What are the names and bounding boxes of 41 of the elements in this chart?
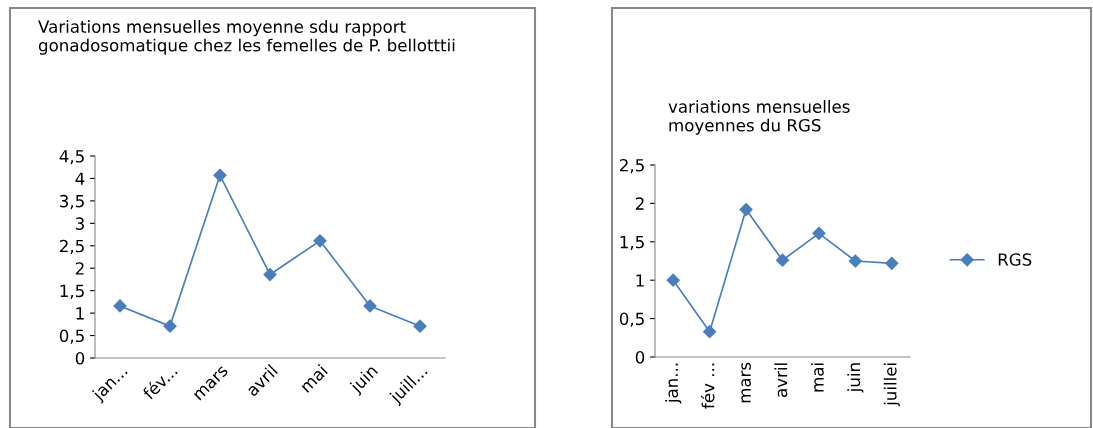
y-tick-label: 4	[75, 172, 85, 185]
point	[263, 267, 277, 282]
point	[812, 226, 826, 240]
x-tick-label: juin	[847, 363, 864, 393]
y-tick-label: 3	[75, 217, 84, 230]
x-tick-label: fév...	[141, 363, 178, 401]
point	[885, 256, 899, 270]
point	[163, 319, 177, 333]
x-tick-label: jan...	[665, 363, 682, 404]
x-tick-label: fév ...	[700, 363, 715, 409]
y-tick-label: 1,5	[620, 235, 644, 251]
y-tick-label: 2	[635, 197, 644, 210]
y-tick-label: 0,5	[619, 312, 644, 327]
y-tick-label: 1	[76, 307, 84, 320]
x-tick-label: mars	[741, 362, 751, 403]
legend-label: RGS	[998, 253, 1032, 266]
point	[775, 253, 790, 267]
point	[413, 319, 427, 333]
point	[739, 202, 753, 217]
y-tick-label: 1,5	[60, 284, 84, 299]
chart-title: Variations mensuelles moyenne sdu rapport gonadosomatique chez les femelles de P. bellotttii	[38, 20, 455, 55]
y-tick-label: 0,5	[59, 329, 84, 344]
y-tick-label: 3,5	[60, 194, 84, 210]
y-tick-label: 2	[75, 262, 84, 275]
point	[666, 273, 680, 287]
x-tick-label: juillei	[883, 363, 900, 407]
point	[213, 168, 227, 182]
y-tick-label: 0	[75, 351, 85, 365]
point	[703, 325, 717, 339]
y-tick-label: 4,5	[59, 150, 84, 165]
y-tick-label: 2,5	[59, 239, 84, 255]
point	[313, 234, 327, 248]
point	[113, 299, 127, 313]
x-tick-label: mai	[810, 363, 824, 392]
y-tick-label: 1	[636, 274, 644, 287]
x-tick-label: avril	[774, 363, 788, 398]
point	[848, 254, 862, 268]
y-tick-label: 0	[635, 350, 645, 364]
y-tick-label: 2,5	[619, 158, 644, 174]
point	[363, 299, 377, 313]
chart-title: variations mensuelles moyennes du RGS	[668, 100, 850, 135]
